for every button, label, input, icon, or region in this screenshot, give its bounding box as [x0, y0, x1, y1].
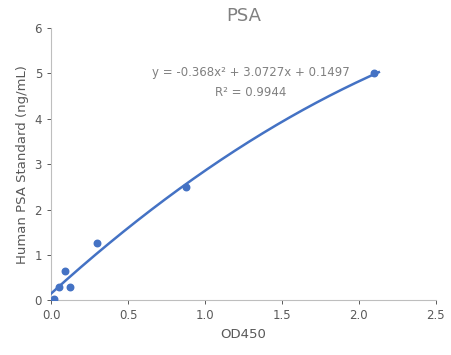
- Point: [370, 70, 377, 76]
- Point: [55, 284, 62, 290]
- Point: [66, 284, 73, 290]
- Point: [93, 240, 101, 246]
- Y-axis label: Human PSA Standard (ng/mL): Human PSA Standard (ng/mL): [16, 65, 29, 263]
- Point: [183, 184, 190, 190]
- Text: y = -0.368x² + 3.0727x + 0.1497
R² = 0.9944: y = -0.368x² + 3.0727x + 0.1497 R² = 0.9…: [152, 66, 349, 99]
- Title: PSA: PSA: [226, 7, 260, 25]
- X-axis label: OD450: OD450: [220, 328, 266, 341]
- Point: [51, 297, 58, 302]
- Point: [61, 268, 69, 274]
